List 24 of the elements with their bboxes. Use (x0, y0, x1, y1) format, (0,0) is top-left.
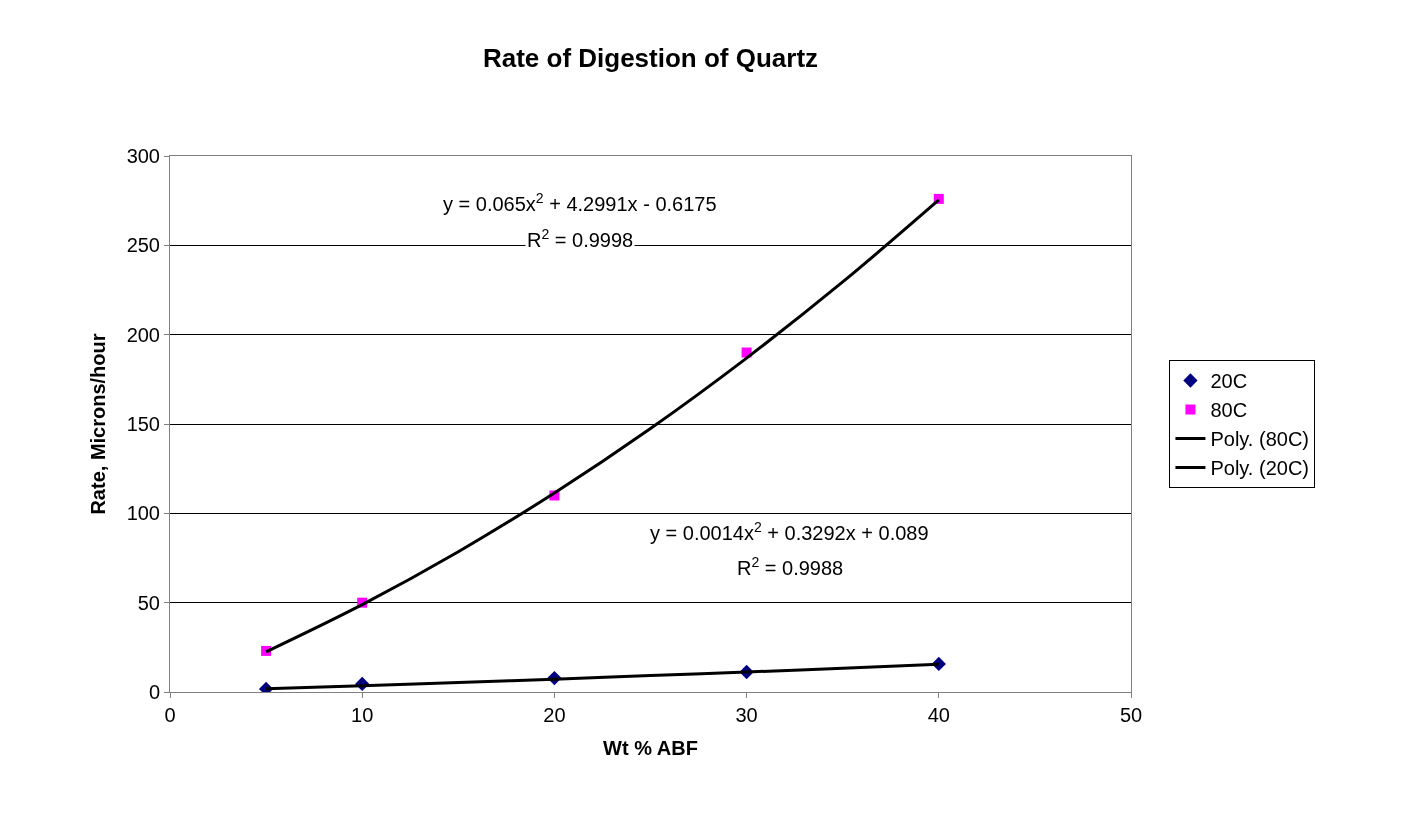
legend-label: 20C (1210, 370, 1248, 393)
y-tick-label: 300 (126, 145, 160, 167)
x-tick-label: 50 (1119, 704, 1143, 726)
y-axis-title: Rate, Microns/hour (87, 333, 110, 515)
chart-title: Rate of Digestion of Quartz (482, 43, 819, 74)
x-tick-label: 10 (351, 704, 374, 726)
y-tick-label: 0 (148, 681, 160, 703)
x-tick-label: 0 (164, 704, 176, 726)
y-tick-label: 200 (126, 323, 160, 346)
legend-label: 80C (1210, 399, 1248, 422)
legend-label: Poly. (20C) (1210, 457, 1309, 480)
y-tick-label: 150 (126, 413, 160, 435)
x-tick-label: 20 (543, 704, 566, 726)
x-tick-label: 30 (735, 704, 758, 726)
annotation: R$^{2}$ = 0.9998 (527, 226, 634, 252)
y-tick-label: 250 (126, 234, 160, 257)
x-tick-label: 40 (927, 704, 950, 726)
x-axis-title: Wt % ABF (603, 736, 698, 759)
y-tick-label: 50 (137, 591, 160, 614)
y-tick-label: 100 (126, 502, 160, 525)
legend-label: Poly. (80C) (1210, 428, 1309, 451)
annotation: R$^{2}$ = 0.9988 (737, 554, 844, 580)
annotation: y = 0.065x$^{2}$ + 4.2991x - 0.6175 (443, 190, 717, 216)
annotation: y = 0.0014x$^{2}$ + 0.3292x + 0.089 (650, 519, 929, 545)
